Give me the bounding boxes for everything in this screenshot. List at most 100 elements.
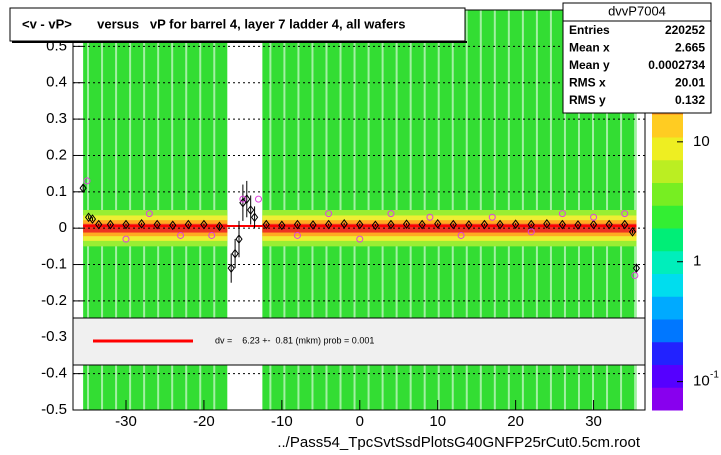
title-box xyxy=(9,7,466,42)
mean-point xyxy=(631,271,639,279)
profile-point xyxy=(79,183,87,194)
profile-point xyxy=(95,219,103,230)
profile-point xyxy=(632,263,641,274)
stats-value: 0.132 xyxy=(675,93,705,107)
color-scale-cell xyxy=(652,387,683,411)
color-scale-cell xyxy=(652,182,683,206)
profile-point xyxy=(340,218,348,229)
profile-point xyxy=(293,219,302,230)
profile-point xyxy=(512,219,520,230)
y-tick-label: 0.2 xyxy=(46,146,67,163)
mean-point xyxy=(83,177,91,185)
stats-name: dvvP7004 xyxy=(608,3,666,18)
fit-text: dv = 6.23 +- 0.81 (mkm) prob = 0.001 xyxy=(215,335,374,345)
profile-point xyxy=(402,219,411,230)
profile-point xyxy=(480,219,489,230)
profile-point xyxy=(309,220,317,230)
profile-point xyxy=(356,219,364,230)
y-tick-label: -0.4 xyxy=(41,365,67,382)
heat-band xyxy=(83,223,228,233)
profile-point xyxy=(184,219,192,230)
mean-point xyxy=(527,228,535,236)
x-tick-label: 0 xyxy=(356,413,364,430)
y-tick-label: -0.3 xyxy=(41,328,67,345)
profile-point xyxy=(153,219,161,230)
profile-point xyxy=(496,219,504,230)
profile-point xyxy=(231,248,239,259)
profile-point xyxy=(605,219,613,230)
profile-point xyxy=(235,234,243,244)
profile-point xyxy=(243,194,251,204)
profile-point xyxy=(621,219,629,230)
color-scale-cell xyxy=(652,228,683,252)
profile-point xyxy=(449,219,457,230)
y-tick-label: 0.3 xyxy=(46,110,67,127)
y-tick-label: -0.1 xyxy=(41,256,67,273)
x-tick-label: -20 xyxy=(193,413,215,430)
profile-point xyxy=(247,205,255,215)
mean-point xyxy=(293,231,301,239)
profile-point xyxy=(434,218,442,229)
mean-point xyxy=(590,213,598,221)
profile-point xyxy=(371,220,379,231)
mean-point xyxy=(177,231,185,239)
x-tick-label: 10 xyxy=(429,413,446,430)
z-tick-label: 10 xyxy=(693,373,710,390)
x-tick-label: 20 xyxy=(507,413,524,430)
profile-point xyxy=(84,212,93,223)
mean-point xyxy=(457,231,465,239)
profile-point xyxy=(250,212,259,223)
mean-point xyxy=(325,210,333,218)
y-tick-label: 0 xyxy=(59,219,67,236)
z-tick-label: 10 xyxy=(693,133,710,150)
mean-point xyxy=(145,210,153,218)
profile-point xyxy=(262,219,270,230)
mean-point xyxy=(122,235,130,243)
profile-point xyxy=(227,263,235,274)
y-tick-label: -0.5 xyxy=(41,401,67,418)
x-tick-label: -10 xyxy=(271,413,293,430)
profile-point xyxy=(418,219,426,230)
mean-point xyxy=(387,210,395,218)
mean-point xyxy=(558,210,566,218)
profile-point xyxy=(169,220,177,231)
y-tick-label: -0.2 xyxy=(41,292,67,309)
profile-point xyxy=(387,219,395,230)
z-tick-label: 1 xyxy=(693,253,701,270)
color-scale-cell xyxy=(652,205,683,229)
x-tick-label: -30 xyxy=(115,413,137,430)
stats-value: 20.01 xyxy=(675,76,705,90)
mean-point xyxy=(254,195,262,203)
mean-point xyxy=(208,231,216,239)
profile-point xyxy=(137,218,146,229)
profile-point xyxy=(543,218,551,229)
profile-point xyxy=(574,220,582,230)
stats-value: 2.665 xyxy=(675,41,705,55)
profile-point xyxy=(465,220,473,230)
color-scale-cell xyxy=(652,114,683,138)
stats-label: Mean y xyxy=(569,58,610,72)
profile-point xyxy=(200,219,208,230)
color-scale-cell xyxy=(652,137,683,161)
x-tick-label: 30 xyxy=(585,413,602,430)
profile-point xyxy=(215,221,224,232)
x-axis-label: ../Pass54_TpcSvtSsdPlotsG40GNFP25rCut0.5… xyxy=(277,434,640,451)
stats-value: 0.0002734 xyxy=(648,58,705,72)
y-tick-label: 0.1 xyxy=(46,183,67,200)
profile-point xyxy=(589,219,598,230)
color-scale-cell xyxy=(652,364,683,388)
stats-label: Entries xyxy=(569,23,610,37)
mean-point xyxy=(426,213,434,221)
y-tick-label: 0.4 xyxy=(46,74,67,91)
stats-label: RMS y xyxy=(569,93,606,107)
profile-point xyxy=(88,214,97,224)
color-scale-cell xyxy=(652,273,683,297)
profile-point xyxy=(278,220,286,231)
z-tick-exponent: -1 xyxy=(710,369,719,380)
chart-title: <v - vP> versus vP for barrel 4, layer 7… xyxy=(22,16,405,31)
mean-point xyxy=(356,235,364,243)
color-scale-cell xyxy=(652,319,683,343)
heatmap xyxy=(83,10,637,410)
profile-point xyxy=(628,226,637,237)
